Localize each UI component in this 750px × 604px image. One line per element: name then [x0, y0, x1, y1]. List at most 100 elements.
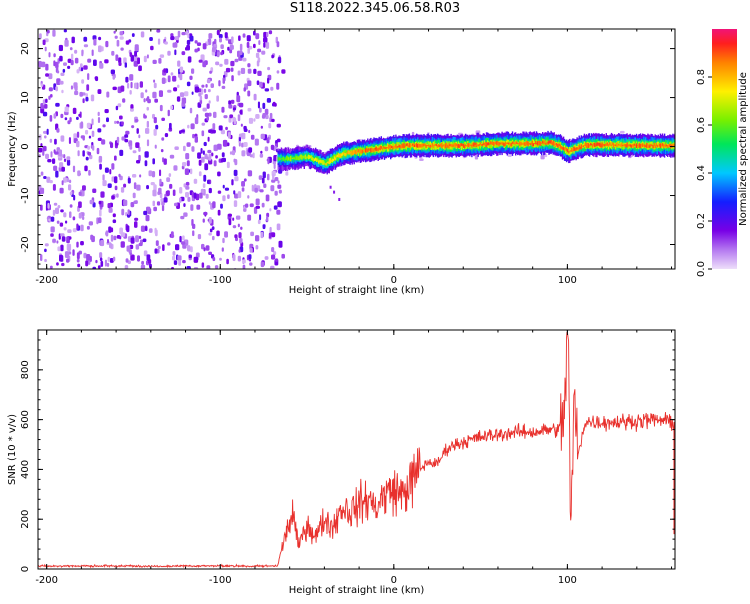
noise-cell — [77, 150, 80, 157]
ridge-cell — [556, 143, 558, 148]
ridge-cell — [309, 155, 312, 159]
noise-cell — [40, 204, 43, 211]
noise-cell — [170, 72, 174, 76]
noise-cell — [67, 65, 71, 69]
noise-cell — [157, 245, 161, 250]
noise-cell — [250, 134, 255, 140]
noise-cell — [187, 33, 190, 39]
noise-cell — [229, 48, 233, 54]
noise-cell — [118, 57, 122, 64]
noise-cell — [186, 266, 191, 269]
ridge-cell — [533, 141, 536, 148]
noise-cell — [110, 234, 114, 242]
noise-cell — [85, 96, 89, 102]
noise-cell — [60, 209, 64, 213]
noise-cell — [63, 29, 67, 33]
noise-cell — [270, 265, 275, 269]
noise-cell — [243, 128, 248, 132]
x-tick-label-bottom: 100 — [558, 575, 577, 586]
noise-cell — [265, 194, 270, 202]
noise-cell — [49, 265, 53, 269]
ridge-cell — [522, 139, 524, 147]
noise-cell — [43, 176, 47, 179]
noise-cell — [277, 201, 282, 208]
ridge-cell — [356, 149, 359, 154]
ridge-cell — [648, 145, 650, 148]
ridge-cell — [378, 147, 380, 150]
ridge-cell — [282, 157, 285, 161]
noise-cell — [77, 263, 81, 268]
ridge-cell — [397, 146, 399, 148]
ridge-cell — [278, 157, 280, 161]
ridge-cell — [420, 144, 422, 148]
tail-cell — [338, 197, 341, 201]
noise-cell — [135, 235, 139, 243]
halo-cell — [419, 158, 424, 161]
ridge-cell — [633, 143, 636, 146]
noise-cell — [208, 33, 213, 39]
noise-cell — [144, 226, 148, 232]
noise-cell — [98, 155, 103, 163]
ridge-cell — [617, 141, 619, 148]
noise-cell — [185, 153, 190, 160]
noise-cell — [232, 217, 235, 221]
ridge-cell — [509, 143, 512, 147]
noise-cell — [69, 204, 73, 208]
noise-cell — [106, 117, 109, 123]
noise-cell — [237, 70, 241, 76]
ridge-cell — [419, 144, 421, 148]
noise-cell — [220, 51, 223, 56]
noise-cell — [70, 85, 73, 90]
noise-cell — [230, 99, 235, 104]
ridge-cell — [546, 139, 548, 145]
ridge-cell — [655, 142, 657, 147]
noise-cell — [145, 214, 150, 222]
ridge-cell — [350, 150, 352, 154]
ridge-cell — [400, 144, 402, 149]
ridge-cell — [326, 162, 328, 163]
noise-cell — [145, 89, 148, 93]
ridge-cell — [329, 158, 331, 164]
noise-cell — [195, 257, 199, 261]
ridge-cell — [305, 153, 307, 159]
y-tick-label-top: 10 — [20, 91, 31, 104]
noise-cell — [246, 35, 251, 42]
ridge-cell — [336, 154, 339, 158]
noise-cell — [204, 112, 209, 117]
noise-cell — [179, 235, 182, 243]
noise-cell — [205, 245, 210, 251]
ridge-cell — [327, 158, 329, 165]
noise-cell — [159, 192, 163, 199]
noise-cell — [125, 212, 128, 217]
ridge-cell — [404, 141, 406, 149]
noise-cell — [161, 137, 165, 141]
noise-cell — [227, 194, 230, 199]
noise-cell — [262, 224, 266, 230]
noise-cell — [221, 106, 225, 113]
ridge-cell — [657, 145, 659, 147]
noise-cell — [123, 57, 127, 64]
noise-cell — [186, 160, 190, 167]
x-axis-label-bottom: Height of straight line (km) — [289, 585, 425, 596]
noise-cell — [50, 216, 55, 222]
noise-cell — [266, 32, 269, 38]
ridge-cell — [637, 143, 640, 148]
noise-cell — [213, 111, 217, 118]
noise-cell — [133, 182, 137, 190]
noise-cell — [201, 262, 205, 268]
ridge-cell — [305, 156, 307, 160]
noise-cell — [250, 231, 254, 237]
noise-cell — [277, 180, 280, 184]
ridge-cell — [366, 147, 368, 153]
ridge-cell — [493, 141, 495, 147]
noise-cell — [247, 68, 252, 74]
noise-cell — [232, 116, 236, 122]
ridge-cell — [601, 142, 603, 148]
ridge-cell — [379, 145, 381, 151]
ridge-cell — [571, 147, 573, 152]
ridge-cell — [542, 140, 544, 144]
noise-cell — [90, 94, 95, 102]
ridge-cell — [653, 142, 655, 146]
ridge-cell — [551, 142, 553, 146]
ridge-cell — [297, 156, 299, 160]
